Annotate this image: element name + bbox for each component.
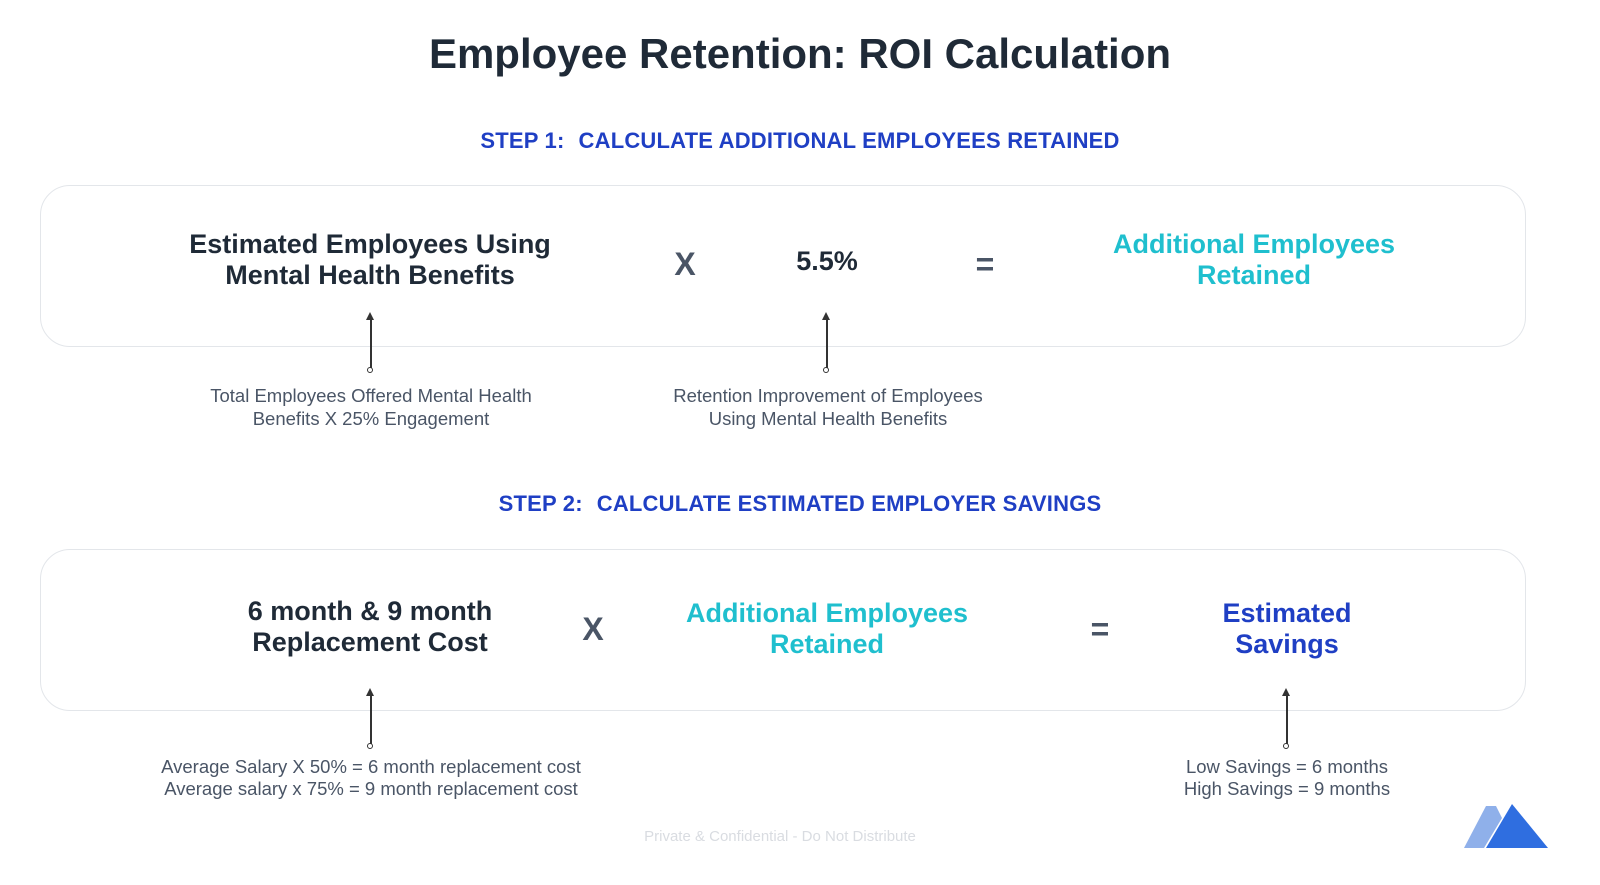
step1-note-b-line2: Using Mental Health Benefits — [708, 408, 948, 429]
step2-note-a-line2: Average salary x 75% = 9 month replaceme… — [164, 778, 578, 799]
step1-note-b: Retention Improvement of Employees Using… — [622, 384, 1034, 430]
step2-multiply-operator: X — [582, 611, 604, 647]
step2-term-replacement-cost: 6 month & 9 month Replacement Cost — [170, 596, 570, 658]
step1-note-a-line1: Total Employees Offered Mental Health — [210, 385, 532, 406]
step2-result-estimated-savings: Estimated Savings — [1147, 598, 1427, 660]
step2-title: CALCULATE ESTIMATED EMPLOYER SAVINGS — [596, 491, 1102, 516]
step2-term-a-line1: 6 month & 9 month — [247, 596, 493, 626]
step1-formula-panel — [40, 185, 1526, 347]
brand-mountain-logo-icon — [1464, 804, 1548, 848]
step2-note-c: Low Savings = 6 months High Savings = 9 … — [1152, 756, 1422, 800]
step1-arrow-a — [365, 312, 377, 374]
step1-result-additional-employees: Additional Employees Retained — [1064, 229, 1444, 291]
step1-note-a: Total Employees Offered Mental Health Be… — [150, 384, 592, 430]
step2-label: STEP 2: — [498, 491, 583, 516]
step2-arrow-a — [365, 688, 377, 750]
step2-term-a-line2: Replacement Cost — [252, 627, 488, 657]
step2-term-b-line1: Additional Employees — [685, 598, 969, 628]
step2-note-a: Average Salary X 50% = 6 month replaceme… — [120, 756, 622, 800]
step2-term-additional-employees: Additional Employees Retained — [637, 598, 1017, 660]
page-title: Employee Retention: ROI Calculation — [428, 30, 1172, 77]
step1-title: CALCULATE ADDITIONAL EMPLOYEES RETAINED — [578, 128, 1120, 153]
step2-heading: STEP 2: CALCULATE ESTIMATED EMPLOYER SAVI… — [0, 491, 1600, 517]
step1-heading: STEP 1: CALCULATE ADDITIONAL EMPLOYEES RE… — [0, 128, 1600, 154]
step1-term-retention-rate: 5.5% — [796, 246, 858, 276]
step2-equals-operator: = — [1090, 611, 1110, 647]
step1-note-b-line1: Retention Improvement of Employees — [673, 385, 983, 406]
step1-multiply-operator: X — [674, 246, 696, 282]
step1-result-line1: Additional Employees — [1112, 229, 1396, 259]
step2-term-b-line2: Retained — [769, 629, 885, 659]
step1-arrow-b — [821, 312, 833, 374]
step2-arrow-c — [1281, 688, 1293, 750]
step1-note-a-line2: Benefits X 25% Engagement — [252, 408, 490, 429]
step1-term-a-line1: Estimated Employees Using — [189, 229, 551, 259]
step2-note-c-line1: Low Savings = 6 months — [1185, 756, 1389, 777]
footer-confidential: Private & Confidential - Do Not Distribu… — [644, 828, 916, 845]
step1-equals-operator: = — [975, 246, 995, 282]
step2-note-c-line2: High Savings = 9 months — [1183, 778, 1391, 799]
step1-label: STEP 1: — [480, 128, 565, 153]
step1-result-line2: Retained — [1196, 260, 1312, 290]
step1-term-estimated-employees: Estimated Employees Using Mental Health … — [150, 229, 590, 291]
step2-result-line2: Savings — [1235, 629, 1339, 659]
step2-result-line1: Estimated — [1222, 598, 1352, 628]
step2-formula-panel — [40, 549, 1526, 711]
step1-term-a-line2: Mental Health Benefits — [225, 260, 515, 290]
step2-note-a-line1: Average Salary X 50% = 6 month replaceme… — [161, 756, 581, 777]
